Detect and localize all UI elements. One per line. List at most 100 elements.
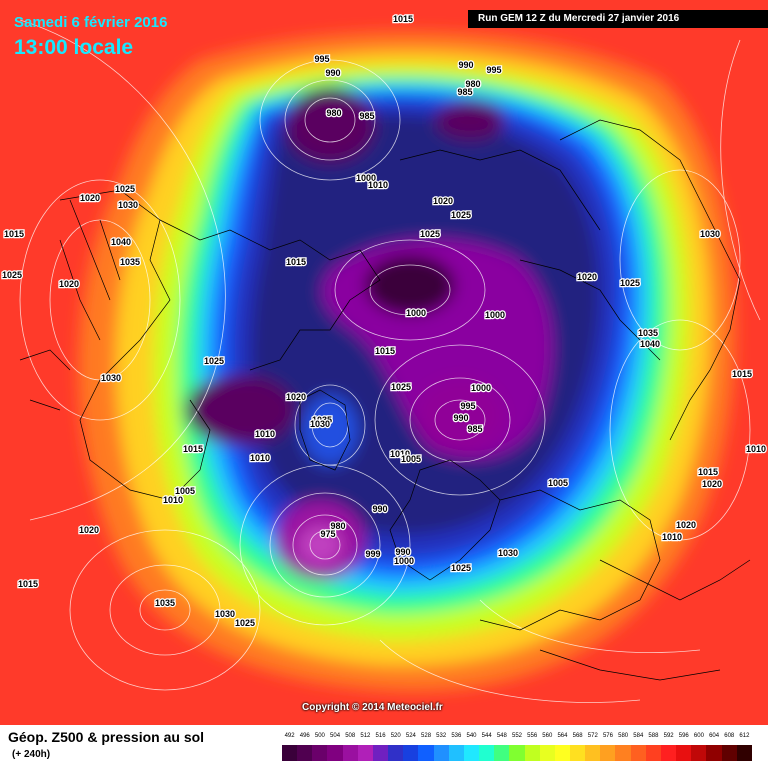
color-scale-labels: 492 496 500 504 508 512 516 520 524 528 532 536 540 5… xyxy=(282,733,752,743)
pressure-label: 1020 xyxy=(79,525,99,535)
color-scale-swatch xyxy=(297,745,313,761)
color-scale-swatch xyxy=(357,745,373,761)
pressure-label: 990 xyxy=(453,413,468,423)
color-scale-swatch xyxy=(676,745,692,761)
pressure-label: 1025 xyxy=(420,229,440,239)
color-scale-swatch xyxy=(388,745,404,761)
pressure-label: 1000 xyxy=(394,556,414,566)
color-scale-swatch xyxy=(585,745,601,761)
pressure-label: 1030 xyxy=(700,229,720,239)
color-scale-label: 592 xyxy=(663,733,674,739)
pressure-label: 1025 xyxy=(115,184,135,194)
pressure-label: 1005 xyxy=(175,486,195,496)
pressure-label: 975 xyxy=(320,529,335,539)
pressure-label: 1010 xyxy=(368,180,388,190)
pressure-label: 1015 xyxy=(18,579,38,589)
pressure-label: 1035 xyxy=(312,415,332,425)
color-scale-label: 544 xyxy=(481,733,492,739)
color-scale-label: 508 xyxy=(345,733,356,739)
color-scale-label: 520 xyxy=(390,733,401,739)
pressure-label: 1020 xyxy=(286,392,306,402)
pressure-label: 1020 xyxy=(80,193,100,203)
color-scale-swatch xyxy=(554,745,570,761)
pressure-label: 1030 xyxy=(498,548,518,558)
pressure-label: 1010 xyxy=(662,532,682,542)
color-scale-swatch xyxy=(282,745,298,761)
pressure-label: 985 xyxy=(457,87,472,97)
color-scale-swatch xyxy=(721,745,737,761)
pressure-label: 999 xyxy=(365,549,380,559)
color-scale-label: 524 xyxy=(405,733,416,739)
color-scale-label: 500 xyxy=(314,733,325,739)
pressure-label: 1025 xyxy=(2,270,22,280)
color-scale-label: 588 xyxy=(648,733,659,739)
color-scale-swatch xyxy=(327,745,343,761)
color-scale-swatch xyxy=(342,745,358,761)
color-scale-swatch xyxy=(630,745,646,761)
color-scale-label: 608 xyxy=(724,733,735,739)
pressure-label: 1040 xyxy=(640,339,660,349)
pressure-label: 1015 xyxy=(732,369,752,379)
forecast-lead-time: (+ 240h) xyxy=(12,749,51,760)
pressure-label: 1015 xyxy=(4,229,24,239)
color-scale-swatch xyxy=(691,745,707,761)
pressure-label: 1000 xyxy=(406,308,426,318)
pressure-label: 1020 xyxy=(676,520,696,530)
pressure-label: 1025 xyxy=(620,278,640,288)
color-scale-label: 540 xyxy=(466,733,477,739)
pressure-label: 980 xyxy=(330,521,345,531)
color-scale-label: 568 xyxy=(572,733,583,739)
map-legend-footer: Géop. Z500 & pression au sol (+ 240h) 49… xyxy=(0,725,768,768)
pressure-label: 990 xyxy=(325,68,340,78)
color-scale-label: 572 xyxy=(587,733,598,739)
map-title: Géop. Z500 & pression au sol xyxy=(8,729,205,745)
forecast-date: Samedi 6 février 2016 xyxy=(14,14,168,31)
pressure-label: 990 xyxy=(395,547,410,557)
pressure-label: 1025 xyxy=(235,618,255,628)
color-scale-label: 536 xyxy=(451,733,462,739)
color-scale-label: 548 xyxy=(496,733,507,739)
color-scale-swatch xyxy=(539,745,555,761)
color-scale-swatch xyxy=(615,745,631,761)
pressure-label: 980 xyxy=(465,79,480,89)
pressure-label: 995 xyxy=(486,65,501,75)
color-scale-swatch xyxy=(463,745,480,761)
pressure-label: 1015 xyxy=(286,257,306,267)
pressure-label: 1010 xyxy=(250,453,270,463)
color-scale-swatch xyxy=(509,745,525,761)
pressure-label: 995 xyxy=(460,401,475,411)
pressure-label: 985 xyxy=(359,111,374,121)
pressure-label: 995 xyxy=(314,54,329,64)
color-scale-swatch xyxy=(706,745,722,761)
pressure-label: 1020 xyxy=(702,479,722,489)
pressure-label: 1015 xyxy=(393,14,413,24)
geopotential-field xyxy=(78,32,735,692)
color-scale-label: 596 xyxy=(678,733,689,739)
color-scale-label: 612 xyxy=(739,733,750,739)
color-scale-label: 604 xyxy=(709,733,720,739)
pressure-label: 1030 xyxy=(118,200,138,210)
color-scale-swatch xyxy=(660,745,677,761)
pressure-label: 985 xyxy=(467,424,482,434)
pressure-label: 990 xyxy=(372,504,387,514)
pressure-label: 1020 xyxy=(433,196,453,206)
color-scale-label: 552 xyxy=(511,733,523,739)
pressure-label: 1005 xyxy=(401,454,421,464)
pressure-label: 1015 xyxy=(698,467,718,477)
color-scale-swatch xyxy=(418,745,434,761)
color-scale-swatch xyxy=(494,745,510,761)
pressure-label: 1025 xyxy=(451,210,471,220)
color-scale-swatch xyxy=(524,745,540,761)
pressure-label: 1010 xyxy=(390,449,410,459)
pressure-label: 1000 xyxy=(471,383,491,393)
color-scale-label: 600 xyxy=(693,733,704,739)
color-scale-label: 584 xyxy=(633,733,644,739)
color-scale-label: 492 xyxy=(284,733,295,739)
pressure-label: 1005 xyxy=(548,478,568,488)
color-scale-label: 528 xyxy=(421,733,432,739)
forecast-time: 13:00 locale xyxy=(14,36,134,59)
color-scale-label: 580 xyxy=(618,733,629,739)
pressure-label: 1015 xyxy=(375,346,395,356)
color-scale-swatch xyxy=(433,745,449,761)
